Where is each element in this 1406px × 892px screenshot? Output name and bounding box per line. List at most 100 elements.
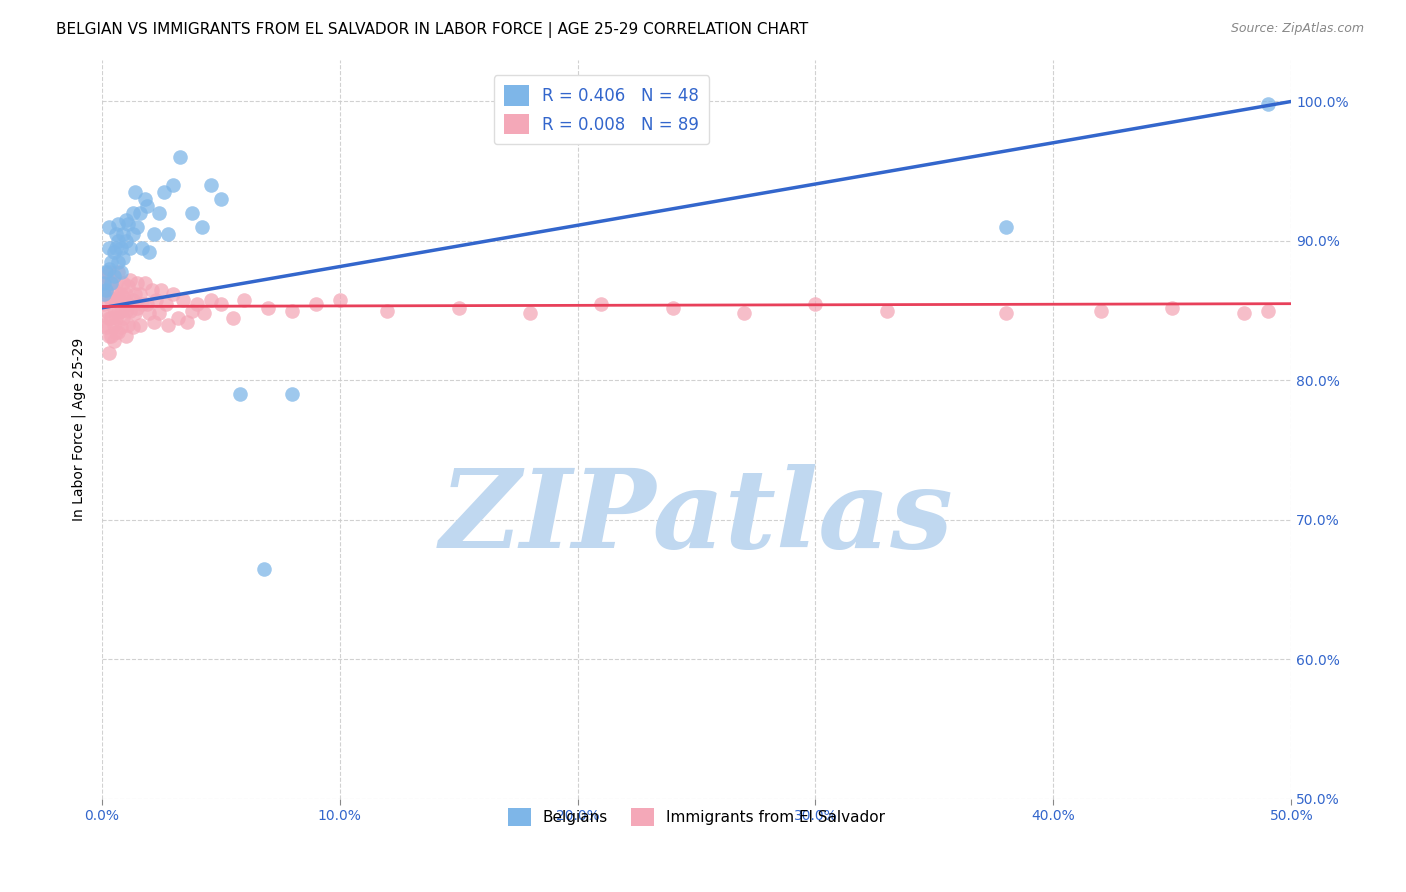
Point bbox=[114, 234, 136, 248]
Point bbox=[96, 268, 118, 283]
Point bbox=[134, 192, 156, 206]
Point bbox=[200, 293, 222, 307]
Text: BELGIAN VS IMMIGRANTS FROM EL SALVADOR IN LABOR FORCE | AGE 25-29 CORRELATION CH: BELGIAN VS IMMIGRANTS FROM EL SALVADOR I… bbox=[56, 22, 808, 38]
Point bbox=[117, 278, 139, 293]
Point bbox=[120, 303, 142, 318]
Point bbox=[127, 301, 149, 315]
Point bbox=[104, 293, 127, 307]
Point bbox=[97, 264, 120, 278]
Point bbox=[181, 206, 204, 220]
Point bbox=[121, 206, 143, 220]
Point bbox=[110, 287, 132, 301]
Point bbox=[103, 301, 125, 315]
Point bbox=[143, 315, 166, 329]
Point bbox=[103, 283, 125, 297]
Point bbox=[100, 293, 122, 307]
Point bbox=[124, 287, 146, 301]
Point bbox=[186, 296, 208, 310]
Point bbox=[172, 293, 194, 307]
Point bbox=[128, 206, 150, 220]
Point bbox=[97, 328, 120, 343]
Point bbox=[209, 296, 232, 310]
Point bbox=[112, 251, 135, 265]
Y-axis label: In Labor Force | Age 25-29: In Labor Force | Age 25-29 bbox=[72, 337, 86, 521]
Point bbox=[114, 328, 136, 343]
Point bbox=[97, 290, 120, 304]
Point bbox=[281, 303, 304, 318]
Point bbox=[121, 293, 143, 307]
Point bbox=[152, 185, 174, 199]
Point bbox=[114, 213, 136, 227]
Point bbox=[305, 296, 328, 310]
Point bbox=[103, 245, 125, 260]
Point bbox=[117, 217, 139, 231]
Point bbox=[103, 334, 125, 349]
Point bbox=[110, 241, 132, 255]
Point bbox=[107, 217, 129, 231]
Point bbox=[209, 192, 232, 206]
Point bbox=[114, 287, 136, 301]
Point bbox=[148, 206, 170, 220]
Point bbox=[128, 318, 150, 332]
Point bbox=[257, 301, 280, 315]
Point bbox=[107, 234, 129, 248]
Point bbox=[110, 320, 132, 334]
Point bbox=[131, 241, 153, 255]
Point bbox=[96, 303, 118, 318]
Point bbox=[1161, 301, 1184, 315]
Point bbox=[103, 268, 125, 283]
Point bbox=[252, 562, 274, 576]
Point bbox=[145, 293, 167, 307]
Text: Source: ZipAtlas.com: Source: ZipAtlas.com bbox=[1230, 22, 1364, 36]
Point bbox=[162, 178, 184, 193]
Point bbox=[124, 185, 146, 199]
Point bbox=[127, 219, 149, 234]
Point bbox=[1233, 306, 1256, 320]
Point bbox=[100, 276, 122, 290]
Point bbox=[104, 325, 127, 339]
Point bbox=[104, 276, 127, 290]
Point bbox=[93, 276, 115, 290]
Point bbox=[141, 283, 163, 297]
Point bbox=[100, 310, 122, 325]
Point bbox=[104, 310, 127, 325]
Point bbox=[121, 320, 143, 334]
Point bbox=[97, 241, 120, 255]
Point bbox=[591, 296, 613, 310]
Point bbox=[135, 296, 157, 310]
Point bbox=[134, 276, 156, 290]
Point bbox=[143, 227, 166, 241]
Point bbox=[329, 293, 352, 307]
Point bbox=[176, 315, 198, 329]
Point bbox=[150, 283, 173, 297]
Point bbox=[112, 227, 135, 241]
Point bbox=[93, 318, 115, 332]
Point bbox=[281, 387, 304, 401]
Point bbox=[138, 306, 160, 320]
Point bbox=[447, 301, 470, 315]
Point bbox=[96, 283, 118, 297]
Point bbox=[104, 241, 127, 255]
Point bbox=[155, 296, 177, 310]
Point bbox=[100, 276, 122, 290]
Point bbox=[97, 345, 120, 359]
Point bbox=[110, 303, 132, 318]
Point bbox=[120, 241, 142, 255]
Point bbox=[148, 306, 170, 320]
Point bbox=[107, 306, 129, 320]
Point bbox=[121, 227, 143, 241]
Point bbox=[110, 264, 132, 278]
Point bbox=[994, 219, 1017, 234]
Point bbox=[135, 199, 157, 213]
Point bbox=[93, 296, 115, 310]
Point bbox=[100, 328, 122, 343]
Point bbox=[93, 276, 115, 290]
Point bbox=[112, 276, 135, 290]
Point bbox=[157, 318, 180, 332]
Point bbox=[221, 310, 243, 325]
Point bbox=[117, 318, 139, 332]
Point bbox=[112, 310, 135, 325]
Point bbox=[169, 150, 191, 164]
Point bbox=[1090, 303, 1112, 318]
Point bbox=[233, 293, 256, 307]
